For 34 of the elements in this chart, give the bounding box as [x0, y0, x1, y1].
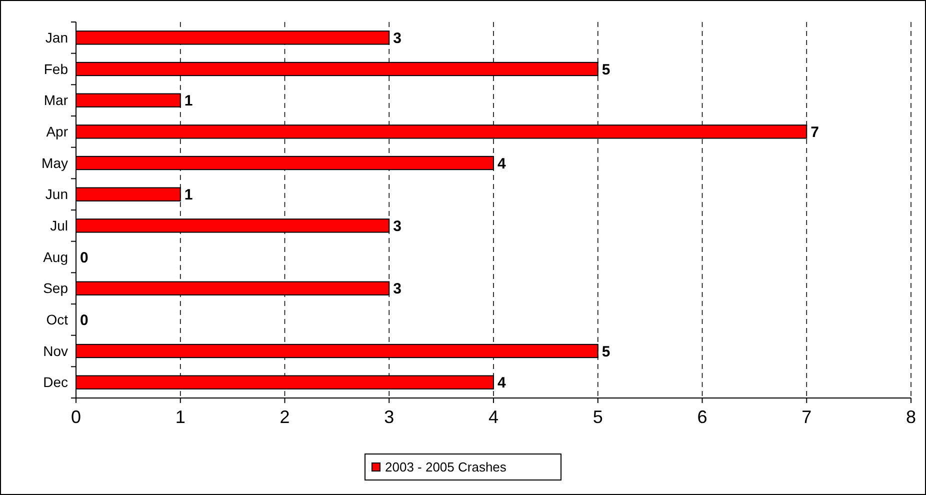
x-tick-label: 2: [280, 407, 290, 427]
y-tick-label: Oct: [46, 312, 68, 328]
x-tick-label: 7: [802, 407, 812, 427]
y-tick-label: Sep: [43, 280, 68, 296]
data-label: 0: [80, 312, 88, 329]
data-label: 5: [602, 343, 610, 360]
y-tick-label: Mar: [44, 92, 68, 108]
x-tick-label: 0: [70, 407, 82, 427]
x-tick-label: 5: [592, 407, 603, 427]
y-tick-label: Aug: [43, 248, 68, 265]
data-label: 4: [498, 155, 506, 172]
x-tick-label: 6: [697, 407, 708, 427]
data-label: 3: [393, 30, 402, 47]
y-tick-label: Jun: [45, 186, 68, 202]
data-label: 3: [393, 218, 402, 235]
y-tick-label: Jul: [50, 218, 68, 234]
data-label: 5: [602, 61, 610, 78]
x-tick-label: 8: [906, 407, 916, 427]
x-tick-label: 1: [175, 407, 186, 427]
y-tick-label: Dec: [43, 374, 68, 390]
y-tick-label: Feb: [44, 60, 68, 77]
x-tick-label: 4: [488, 407, 499, 427]
data-label: 7: [810, 124, 819, 141]
y-tick-label: Nov: [43, 342, 68, 359]
x-tick-label: 3: [384, 407, 394, 427]
data-label: 1: [184, 186, 193, 204]
data-label: 3: [393, 280, 402, 298]
y-tick-label: May: [42, 154, 68, 171]
legend-label: 2003 - 2005 Crashes: [385, 460, 507, 475]
y-tick-label: Jan: [45, 30, 68, 46]
data-label: 1: [184, 92, 193, 110]
data-label: 0: [80, 249, 88, 266]
y-tick-label: Apr: [46, 124, 68, 140]
data-label: 4: [498, 374, 506, 392]
